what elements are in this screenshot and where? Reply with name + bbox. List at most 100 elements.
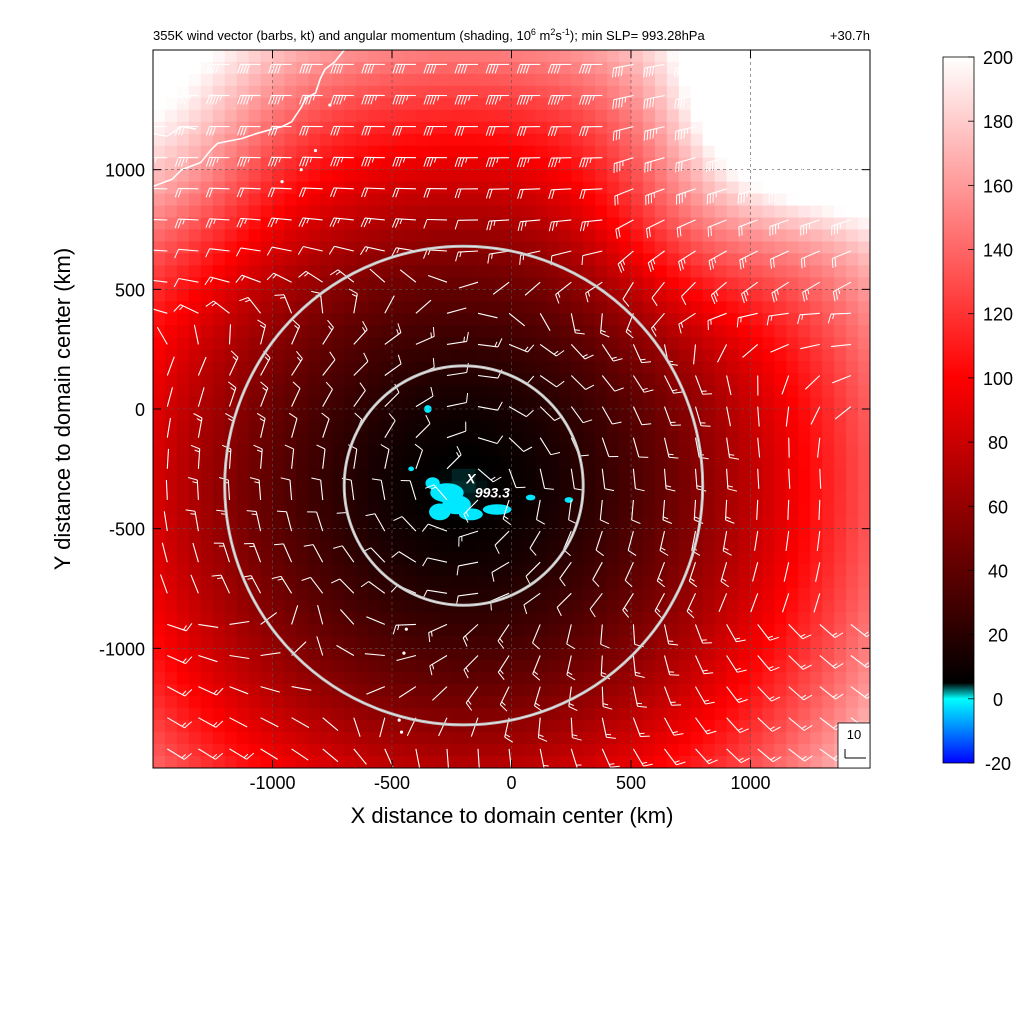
wind-barb bbox=[311, 477, 324, 500]
shading-cell bbox=[200, 672, 214, 685]
wind-barb bbox=[579, 157, 603, 168]
shading-cell bbox=[475, 145, 489, 159]
shading-cell bbox=[834, 516, 847, 530]
shading-cell bbox=[499, 456, 513, 470]
shading-cell bbox=[380, 109, 393, 123]
shading-cell bbox=[786, 373, 799, 386]
shading-cell bbox=[547, 540, 560, 554]
shading-cell bbox=[690, 73, 704, 87]
shading-cell bbox=[571, 624, 584, 637]
shading-cell bbox=[547, 361, 560, 374]
shading-cell bbox=[714, 468, 728, 482]
shading-cell bbox=[164, 61, 178, 75]
shading-cell bbox=[439, 672, 453, 685]
shading-cell bbox=[714, 492, 728, 506]
shading-cell bbox=[236, 744, 250, 757]
shading-cell bbox=[858, 552, 870, 566]
shading-cell bbox=[212, 97, 226, 111]
shading-cell bbox=[439, 85, 453, 99]
wind-barb bbox=[757, 686, 781, 702]
shading-cell bbox=[774, 73, 787, 87]
shading-cell bbox=[356, 145, 369, 159]
shading-cell bbox=[559, 109, 572, 123]
shading-cell bbox=[858, 528, 870, 542]
wind-barb bbox=[485, 126, 510, 136]
shading-cell bbox=[236, 516, 250, 530]
shading-cell bbox=[403, 624, 417, 637]
shading-cell bbox=[475, 696, 489, 709]
shading-cell bbox=[380, 349, 393, 362]
wind-barb bbox=[477, 748, 480, 768]
island bbox=[404, 627, 408, 631]
wind-barb bbox=[592, 561, 603, 588]
shading-cell bbox=[738, 277, 752, 290]
shading-cell bbox=[774, 744, 787, 757]
wind-barb bbox=[632, 437, 649, 458]
shading-cell bbox=[858, 432, 870, 446]
shading-cell bbox=[714, 672, 728, 685]
wind-barb bbox=[566, 655, 576, 681]
shading-cell bbox=[858, 648, 870, 661]
shading-cell bbox=[666, 660, 680, 673]
shading-cell bbox=[451, 133, 465, 147]
shading-cell bbox=[858, 50, 870, 63]
shading-cell bbox=[678, 708, 692, 721]
shading-cell bbox=[153, 169, 166, 183]
shading-cell bbox=[678, 528, 692, 542]
shading-cell bbox=[439, 313, 453, 326]
shading-cell bbox=[511, 133, 525, 147]
shading-cell bbox=[858, 660, 870, 673]
shading-cell bbox=[738, 444, 752, 458]
wind-barb bbox=[752, 562, 759, 582]
shading-cell bbox=[690, 229, 704, 243]
shading-cell bbox=[356, 313, 369, 326]
shading-cell bbox=[260, 253, 274, 266]
shading-cell bbox=[810, 301, 823, 314]
shading-cell bbox=[858, 193, 870, 207]
wind-barb bbox=[198, 748, 224, 760]
shading-cell bbox=[571, 480, 584, 494]
shading-cell bbox=[810, 109, 823, 123]
shading-cell bbox=[380, 397, 393, 410]
shading-cell bbox=[296, 456, 309, 470]
shading-cell bbox=[451, 600, 465, 614]
colorbar-tick-label: 200 bbox=[983, 48, 1013, 68]
shading-cell bbox=[308, 373, 321, 386]
wind-barb bbox=[284, 444, 295, 469]
shading-cell bbox=[619, 145, 632, 159]
shading-cell bbox=[487, 576, 501, 590]
shading-cell bbox=[583, 624, 596, 637]
shading-cell bbox=[810, 145, 823, 159]
shading-cell bbox=[762, 432, 775, 446]
shading-cell bbox=[786, 205, 799, 219]
negative-region-blob bbox=[408, 466, 414, 472]
shading-cell bbox=[224, 349, 238, 362]
wind-barb bbox=[632, 375, 654, 393]
shading-cell bbox=[463, 109, 477, 123]
shading-cell bbox=[427, 684, 441, 697]
shading-cell bbox=[272, 696, 286, 709]
shading-cell bbox=[738, 636, 752, 649]
shading-cell bbox=[475, 157, 489, 171]
shading-cell bbox=[415, 528, 429, 542]
shading-cell bbox=[272, 349, 286, 362]
wind-barb bbox=[539, 343, 565, 357]
wind-barb bbox=[153, 279, 168, 283]
shading-cell bbox=[188, 73, 202, 87]
shading-cell bbox=[451, 624, 465, 637]
shading-cell bbox=[690, 648, 704, 661]
shading-cell bbox=[356, 672, 369, 685]
shading-cell bbox=[403, 492, 417, 506]
shading-cell bbox=[415, 265, 429, 278]
shading-cell bbox=[403, 696, 417, 709]
shading-cell bbox=[678, 492, 692, 506]
shading-cell bbox=[822, 361, 835, 374]
shading-cell bbox=[547, 277, 560, 290]
shading-cell bbox=[368, 205, 381, 219]
wind-barb bbox=[720, 562, 730, 588]
shading-cell bbox=[308, 97, 321, 111]
wind-barb bbox=[267, 217, 292, 228]
shading-cell bbox=[284, 648, 297, 661]
shading-cell bbox=[666, 624, 680, 637]
shading-cell bbox=[595, 444, 608, 458]
